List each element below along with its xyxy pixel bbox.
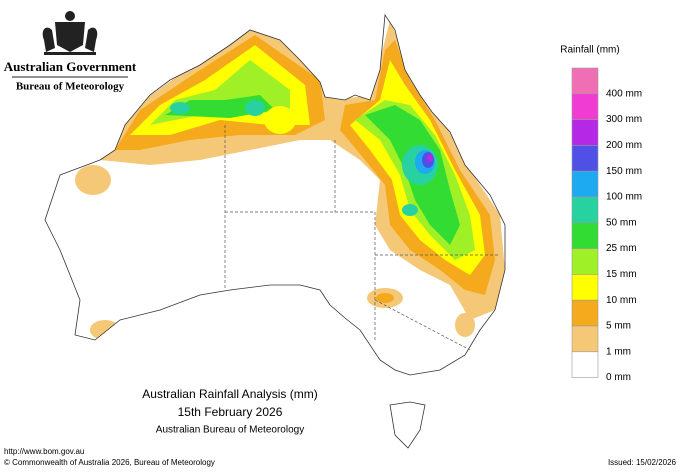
legend-label: 200 mm — [606, 140, 642, 151]
legend-label: 150 mm — [606, 166, 642, 177]
legend-swatch — [571, 274, 599, 301]
legend-swatch — [571, 145, 599, 172]
legend-label: 5 mm — [606, 321, 631, 332]
map-title: Australian Rainfall Analysis (mm) — [142, 387, 317, 401]
legend-label: 15 mm — [606, 269, 637, 280]
legend-swatch — [571, 222, 599, 249]
legend-swatch — [571, 248, 599, 275]
footer-url: http://www.bom.gov.au — [4, 447, 84, 456]
legend-label: 100 mm — [606, 192, 642, 203]
legend-swatch — [571, 325, 599, 353]
legend-label: 400 mm — [606, 88, 642, 99]
legend-title: Rainfall (mm) — [560, 45, 619, 56]
legend-label: 50 mm — [606, 217, 637, 228]
legend-swatch — [571, 196, 599, 224]
legend-swatch — [571, 170, 599, 198]
legend-swatch — [571, 67, 599, 95]
legend-swatch — [571, 299, 599, 327]
legend-label: 1 mm — [606, 346, 631, 357]
legend-label: 300 mm — [606, 114, 642, 125]
legend-label: 25 mm — [606, 243, 637, 254]
crest — [42, 11, 98, 55]
legend-label: 0 mm — [606, 372, 631, 383]
map-source: Australian Bureau of Meteorology — [156, 425, 304, 436]
legend-swatch — [571, 119, 599, 146]
map-date: 15th February 2026 — [178, 405, 283, 419]
footer-copyright: © Commonwealth of Australia 2026, Bureau… — [4, 458, 215, 467]
legend-swatch — [571, 351, 599, 378]
legend-swatch — [571, 93, 599, 120]
legend: 400 mm 300 mm 200 mm 150 mm 100 mm 50 mm 25 mm… — [571, 67, 642, 383]
bureau-name: Bureau of Meteorology — [16, 81, 125, 93]
government-name: Australian Government — [4, 59, 137, 74]
legend-label: 10 mm — [606, 295, 637, 306]
footer-issued: Issued: 15/02/2026 — [608, 458, 677, 467]
